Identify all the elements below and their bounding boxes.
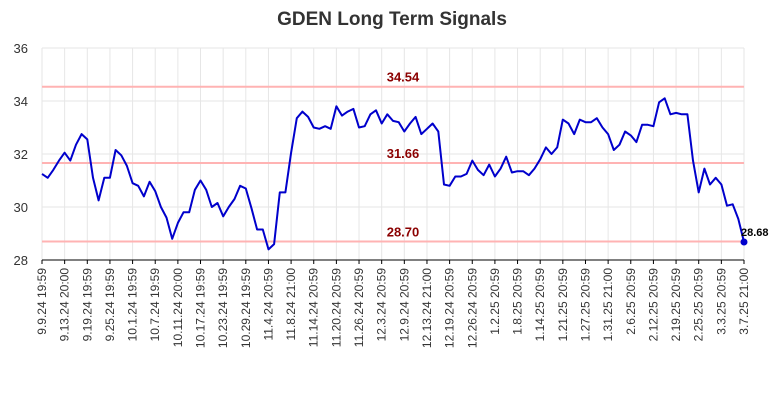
x-tick-label: 2.19.25 20:59	[669, 268, 683, 342]
y-axis-ticks: 28 30 32 34 36	[14, 41, 28, 268]
x-tick-label: 11.8.24 21:00	[284, 268, 298, 341]
x-tick-label: 12.19.24 20:59	[443, 268, 457, 348]
y-tick-label: 30	[14, 200, 28, 215]
x-tick-label: 1.14.25 20:59	[533, 268, 547, 342]
x-tick-label: 9.19.24 19:59	[80, 268, 94, 342]
signal-line-label: 34.54	[387, 70, 420, 85]
x-tick-label: 12.26.24 20:59	[465, 268, 479, 348]
x-tick-label: 12.9.24 20:59	[397, 268, 411, 342]
x-tick-label: 2.25.25 20:59	[692, 268, 706, 342]
x-tick-label: 9.13.24 20:00	[58, 268, 72, 342]
x-tick-label: 10.7.24 19:59	[148, 268, 162, 342]
x-tick-label: 11.26.24 20:59	[352, 268, 366, 348]
signal-line-label: 28.70	[387, 224, 420, 239]
x-tick-label: 11.4.24 20:59	[261, 268, 275, 341]
x-tick-label: 2.6.25 20:59	[624, 268, 638, 335]
y-tick-label: 36	[14, 41, 28, 56]
grid-layer	[41, 47, 745, 261]
x-tick-label: 1.21.25 20:59	[556, 268, 570, 342]
price-series-line	[41, 97, 745, 251]
x-tick-label: 10.29.24 19:59	[239, 268, 253, 348]
x-tick-label: 9.25.24 19:59	[103, 268, 117, 342]
x-tick-label: 10.1.24 19:59	[126, 268, 140, 342]
x-tick-label: 1.27.25 20:59	[578, 268, 592, 342]
horizontal-signal-lines: 34.54 31.66 28.70	[42, 70, 744, 243]
y-tick-label: 34	[14, 94, 28, 109]
y-tick-label: 28	[14, 253, 28, 268]
last-value-marker	[740, 238, 748, 246]
x-tick-label: 1.8.25 20:59	[511, 268, 525, 335]
chart-title: GDEN Long Term Signals	[277, 9, 507, 30]
x-axis-ticks: 9.9.24 19:59 9.13.24 20:00 9.19.24 19:59 9.…	[35, 260, 751, 348]
y-tick-label: 32	[14, 147, 28, 162]
x-tick-label: 11.14.24 20:59	[307, 268, 321, 348]
last-value-marker-layer: 28.68	[740, 227, 769, 246]
price-line-layer	[41, 97, 745, 251]
x-tick-label: 10.17.24 19:59	[194, 268, 208, 348]
signal-line-label: 31.66	[387, 146, 420, 161]
last-value-label: 28.68	[741, 227, 769, 239]
x-tick-label: 12.3.24 20:59	[375, 268, 389, 342]
x-tick-label: 10.23.24 19:59	[216, 268, 230, 348]
x-tick-label: 2.12.25 20:59	[646, 268, 660, 342]
x-tick-label: 9.9.24 19:59	[35, 268, 49, 335]
x-tick-label: 11.20.24 20:59	[329, 268, 343, 348]
x-tick-label: 3.7.25 21:00	[737, 268, 751, 335]
x-tick-label: 12.13.24 21:00	[420, 268, 434, 348]
x-tick-label: 10.11.24 20:00	[171, 268, 185, 348]
x-tick-label: 1.31.25 21:00	[601, 268, 615, 342]
x-tick-label: 3.3.25 20:59	[714, 268, 728, 335]
x-tick-label: 1.2.25 20:59	[488, 268, 502, 335]
